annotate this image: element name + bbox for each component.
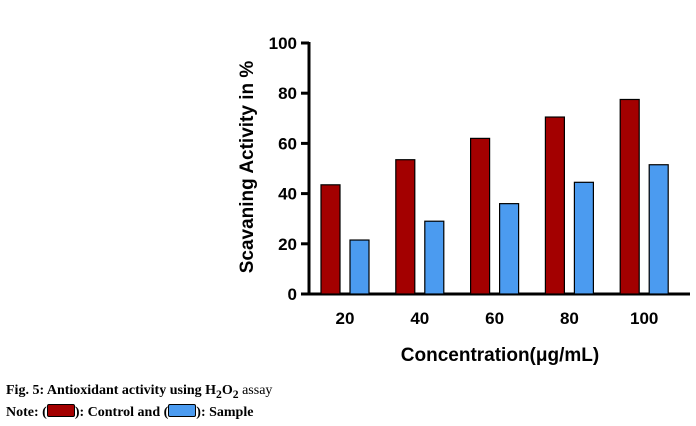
- x-tick-label: 80: [560, 309, 579, 328]
- figure-caption: Fig. 5: Antioxidant activity using H2O2 …: [6, 382, 272, 422]
- y-tick-label: 60: [278, 134, 297, 153]
- bars: [320, 98, 669, 295]
- y-tick-label: 100: [269, 34, 297, 53]
- y-axis-title: Scavaning Activity in %: [237, 61, 258, 274]
- x-tick-label: 60: [485, 309, 504, 328]
- bar-chart: 0 20 40 60 80 100 20 40 60 80 100 Scavaning Activ…: [237, 34, 690, 366]
- bar-control-80: [544, 116, 566, 295]
- note-prefix: Note: (: [6, 404, 47, 420]
- caption-note: Note: ( ): Control and ( ): Sample: [6, 403, 272, 422]
- bar-control-20: [320, 184, 341, 295]
- note-sample-text: ): Sample: [196, 404, 254, 420]
- bar-sample-100: [648, 164, 669, 295]
- caption-assay: assay: [238, 383, 273, 398]
- caption-subscript-1: 2: [216, 387, 222, 401]
- bar-sample-20: [349, 239, 370, 295]
- control-swatch: [46, 403, 75, 417]
- note-control-text: ): Control and (: [74, 404, 169, 420]
- x-axis-title: Concentration(μg/mL): [401, 345, 599, 366]
- bar-control-100: [619, 98, 640, 295]
- y-tick-label: 40: [278, 185, 297, 204]
- x-axis: 20 40 60 80 100: [307, 292, 690, 328]
- sample-swatch: [168, 403, 197, 417]
- x-tick-label: 40: [410, 309, 429, 328]
- bar-sample-60: [499, 203, 520, 295]
- bar-control-40: [395, 159, 416, 295]
- caption-oxygen: O: [221, 383, 233, 398]
- x-tick-label: 20: [336, 309, 355, 328]
- caption-subscript-2: 2: [232, 387, 239, 401]
- bar-sample-40: [424, 220, 445, 295]
- y-tick-label: 20: [278, 235, 297, 254]
- bar-control-60: [470, 137, 491, 295]
- bar-sample-80: [573, 181, 595, 295]
- caption-title-text: Fig. 5: Antioxidant activity using H: [6, 383, 217, 398]
- y-tick-label: 80: [278, 84, 297, 103]
- x-tick-label: 100: [630, 309, 658, 328]
- y-axis: 0 20 40 60 80 100: [269, 34, 311, 304]
- y-tick-label: 0: [288, 285, 297, 304]
- caption-title: Fig. 5: Antioxidant activity using H2O2 …: [6, 382, 272, 404]
